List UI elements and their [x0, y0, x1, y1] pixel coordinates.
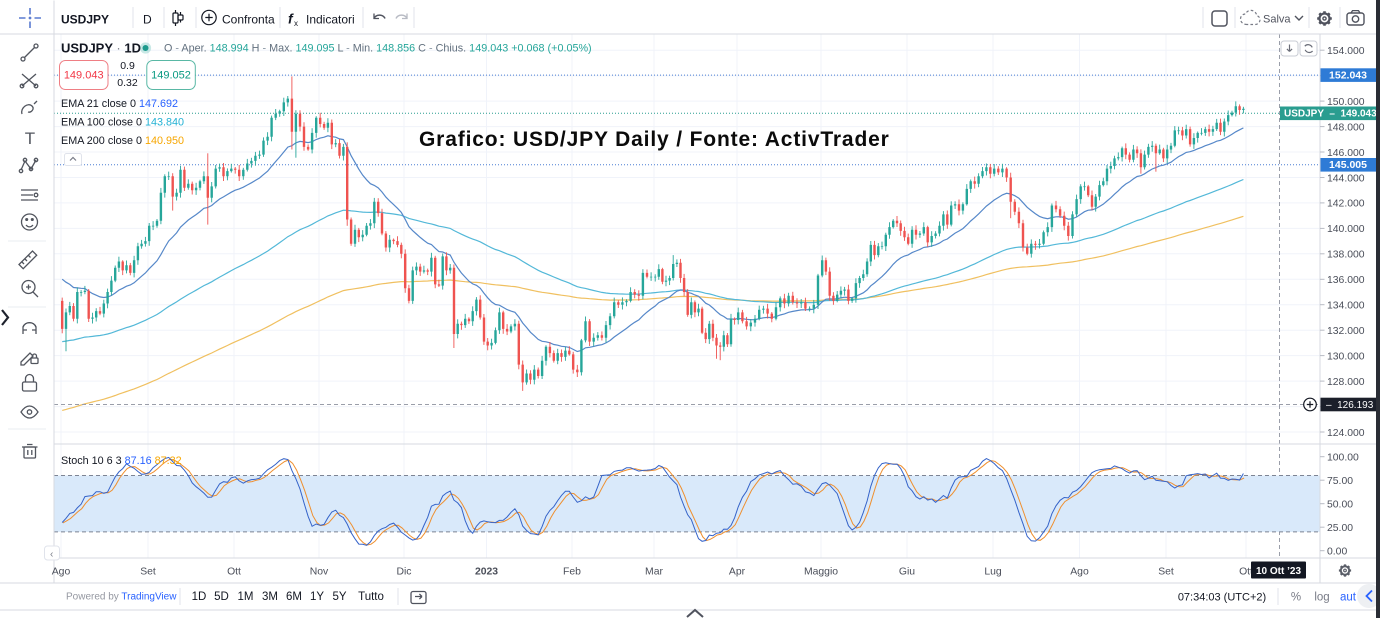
svg-text:25.00: 25.00	[1327, 523, 1353, 534]
svg-text:O - Aper. 148.994 H - Max. 14: O - Aper. 148.994 H - Max. 149.095 L - M…	[164, 43, 592, 55]
svg-text:136.000: 136.000	[1327, 275, 1365, 286]
svg-text:146.000: 146.000	[1327, 148, 1365, 159]
svg-text:Indicatori: Indicatori	[306, 13, 355, 27]
svg-text:140.000: 140.000	[1327, 224, 1365, 235]
svg-text:1D: 1D	[192, 591, 207, 603]
svg-text:aut: aut	[1340, 592, 1357, 604]
svg-text:0.00: 0.00	[1327, 547, 1347, 558]
svg-text:134.000: 134.000	[1327, 301, 1365, 312]
svg-text:Ott: Ott	[1239, 567, 1253, 578]
svg-text:50.00: 50.00	[1327, 500, 1353, 511]
svg-text:Confronta: Confronta	[222, 13, 275, 27]
svg-text:USDJPY – 149.043: USDJPY – 149.043	[1284, 109, 1377, 120]
svg-text:EMA 21 close 0 147.692: EMA 21 close 0 147.692	[61, 98, 178, 110]
svg-text:D: D	[143, 13, 152, 27]
svg-text:EMA 100 close 0 143.840: EMA 100 close 0 143.840	[61, 117, 184, 129]
svg-text:5Y: 5Y	[332, 591, 346, 603]
svg-text:log: log	[1314, 592, 1329, 604]
svg-text:100.00: 100.00	[1327, 453, 1359, 464]
svg-text:‹: ‹	[50, 549, 53, 560]
svg-text:T: T	[25, 129, 35, 148]
svg-text:%: %	[1291, 592, 1301, 604]
svg-text:124.000: 124.000	[1327, 428, 1365, 439]
svg-text:Salva: Salva	[1263, 13, 1291, 25]
svg-text:Giu: Giu	[899, 567, 915, 578]
svg-text:144.000: 144.000	[1327, 173, 1365, 184]
svg-text:x: x	[294, 19, 298, 28]
svg-text:75.00: 75.00	[1327, 476, 1353, 487]
svg-text:f: f	[288, 11, 294, 27]
svg-text:149.043: 149.043	[64, 70, 104, 82]
svg-text:Tutto: Tutto	[358, 591, 384, 603]
svg-text:Ott: Ott	[227, 567, 241, 578]
svg-text:150.000: 150.000	[1327, 97, 1365, 108]
svg-text:Nov: Nov	[310, 567, 329, 578]
svg-text:138.000: 138.000	[1327, 250, 1365, 261]
svg-text:5D: 5D	[214, 591, 229, 603]
svg-text:0.9: 0.9	[120, 60, 135, 72]
svg-text:142.000: 142.000	[1327, 199, 1365, 210]
svg-text:1M: 1M	[238, 591, 254, 603]
svg-text:Set: Set	[140, 567, 156, 578]
svg-text:USDJPY · 1D: USDJPY · 1D	[61, 41, 141, 56]
svg-text:2023: 2023	[475, 567, 498, 578]
svg-text:Stoch 10 6 3 87.16 87.32: Stoch 10 6 3 87.16 87.32	[61, 455, 182, 467]
svg-text:Maggio: Maggio	[804, 567, 838, 578]
svg-text:USDJPY: USDJPY	[61, 13, 109, 27]
svg-text:6M: 6M	[286, 591, 302, 603]
svg-text:Set: Set	[1158, 567, 1174, 578]
svg-text:0.32: 0.32	[117, 77, 138, 89]
svg-text:Powered by TradingView: Powered by TradingView	[66, 592, 177, 603]
svg-text:132.000: 132.000	[1327, 326, 1365, 337]
svg-text:Feb: Feb	[563, 567, 581, 578]
svg-text:EMA 200 close 0 140.950: EMA 200 close 0 140.950	[61, 135, 184, 147]
svg-text:Grafico: USD/JPY Daily / Fonte: Grafico: USD/JPY Daily / Fonte: ActivTra…	[419, 128, 890, 151]
svg-text:10 Ott ’23: 10 Ott ’23	[1256, 566, 1301, 577]
svg-text:154.000: 154.000	[1327, 46, 1365, 57]
svg-text:– 126.193: – 126.193	[1326, 400, 1374, 411]
svg-text:149.052: 149.052	[151, 70, 191, 82]
svg-text:Mar: Mar	[645, 567, 663, 578]
svg-text:130.000: 130.000	[1327, 351, 1365, 362]
svg-text:128.000: 128.000	[1327, 377, 1365, 388]
svg-text:Lug: Lug	[984, 567, 1002, 578]
svg-text:145.005: 145.005	[1329, 159, 1367, 171]
svg-text:3M: 3M	[262, 591, 278, 603]
svg-text:Apr: Apr	[729, 567, 746, 578]
svg-text:Ago: Ago	[1070, 567, 1089, 578]
svg-text:148.000: 148.000	[1327, 122, 1365, 133]
svg-text:Ago: Ago	[52, 567, 71, 578]
svg-text:07:34:03 (UTC+2): 07:34:03 (UTC+2)	[1178, 591, 1266, 603]
svg-text:Dic: Dic	[396, 567, 411, 578]
svg-text:152.043: 152.043	[1329, 69, 1367, 81]
svg-text:1Y: 1Y	[310, 591, 324, 603]
